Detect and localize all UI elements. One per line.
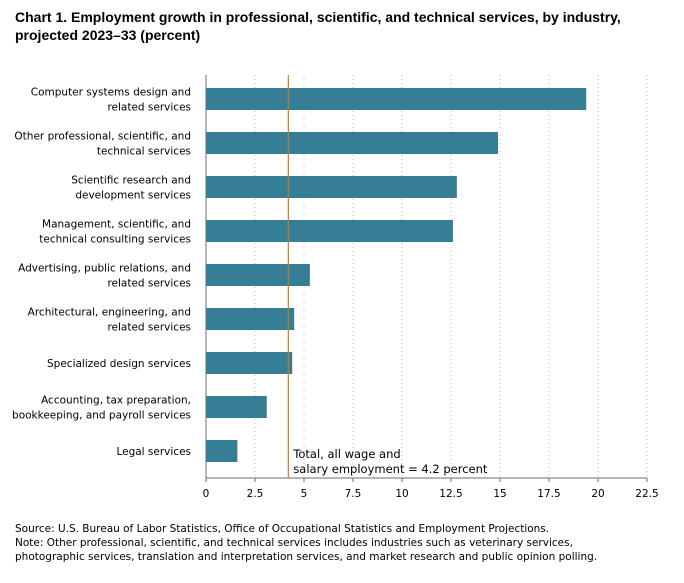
source-note: Source: U.S. Bureau of Labor Statistics,…	[15, 523, 550, 535]
bar	[206, 440, 238, 462]
x-tick-label: 10	[395, 488, 408, 500]
bar	[206, 264, 310, 286]
category-label: Accounting, tax preparation, bookkeeping,…	[12, 395, 191, 422]
category-label: Legal services	[116, 446, 191, 458]
bar-chart: Computer systems design and related servi…	[12, 75, 659, 500]
reference-label-line-2: salary employment = 4.2 percent	[293, 462, 488, 476]
category-label: Scientific research and development servi…	[71, 175, 191, 202]
footnotes: Source: U.S. Bureau of Labor Statistics,…	[15, 522, 675, 564]
category-label: Other professional, scientific, and techn…	[14, 131, 191, 158]
bar	[206, 308, 295, 330]
note-line-1: Note: Other professional, scientific, an…	[15, 537, 573, 549]
x-tick-label: 0	[203, 488, 210, 500]
bar	[206, 132, 499, 154]
category-label: Management, scientific, and technical con…	[39, 219, 191, 246]
chart-title-line-1: Chart 1. Employment growth in profession…	[15, 9, 621, 25]
category-label: Architectural, engineering, and related s…	[28, 307, 191, 334]
chart-title-line-2: projected 2023–33 (percent)	[15, 27, 201, 43]
category-label: Specialized design services	[47, 358, 191, 370]
x-tick-label: 2.5	[247, 488, 264, 500]
bar	[206, 396, 267, 418]
bar	[206, 352, 293, 374]
x-tick-label: 17.5	[537, 488, 560, 500]
bar	[206, 88, 587, 110]
bar	[206, 220, 453, 242]
bar	[206, 176, 457, 198]
x-tick-label: 15	[493, 488, 506, 500]
x-tick-label: 22.5	[635, 488, 658, 500]
x-tick-label: 20	[591, 488, 604, 500]
chart-title: Chart 1. Employment growth in profession…	[15, 8, 675, 44]
note-line-2: photographic services, translation and i…	[15, 551, 598, 563]
x-tick-label: 7.5	[345, 488, 362, 500]
category-label: Computer systems design and related servi…	[31, 87, 191, 114]
category-label: Advertising, public relations, and relate…	[18, 263, 191, 290]
reference-label-line-1: Total, all wage and	[292, 447, 400, 461]
x-tick-label: 12.5	[439, 488, 462, 500]
x-tick-label: 5	[301, 488, 308, 500]
